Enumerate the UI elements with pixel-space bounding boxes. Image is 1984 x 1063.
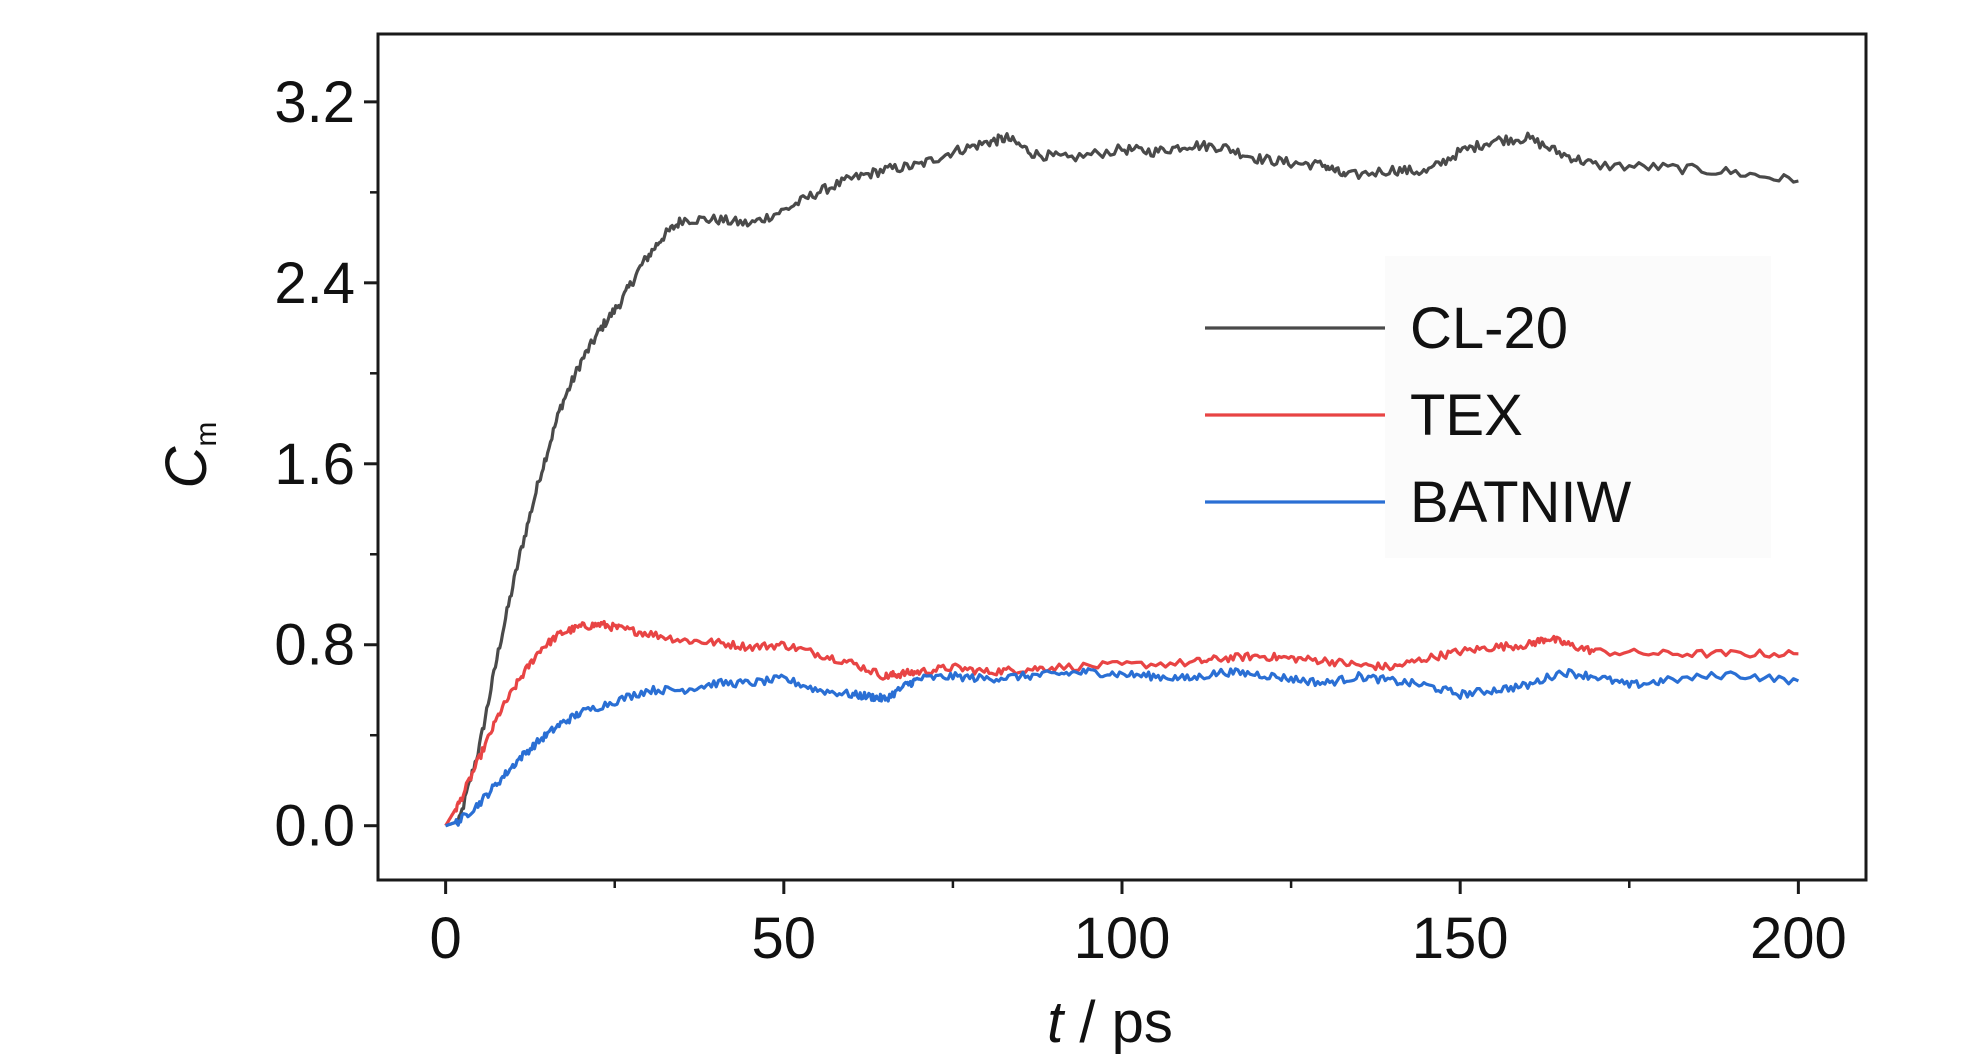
x-tick-label: 150 <box>1412 906 1509 971</box>
y-tick-label: 3.2 <box>274 70 355 135</box>
y-axis-title-group: Cm <box>154 422 223 489</box>
y-tick-label: 0.0 <box>274 794 355 859</box>
series-line-batniw <box>445 667 1800 828</box>
legend: CL-20 TEX BATNIW <box>1205 296 1631 535</box>
legend-label: TEX <box>1410 383 1523 448</box>
y-axis-ticks: 0.0 0.8 1.6 2.4 3.2 <box>274 70 378 859</box>
series-line-cl-20 <box>445 131 1799 828</box>
x-tick-label: 50 <box>752 906 817 971</box>
y-tick-label: 1.6 <box>274 432 355 497</box>
y-tick-label: 2.4 <box>274 251 355 316</box>
x-axis-title: t / ps <box>1047 990 1173 1055</box>
x-tick-label: 200 <box>1750 906 1847 971</box>
y-tick-label: 0.8 <box>274 613 355 678</box>
legend-label: CL-20 <box>1410 296 1568 361</box>
x-tick-label: 100 <box>1074 906 1171 971</box>
x-axis-ticks: 0 50 100 150 200 <box>430 880 1847 971</box>
series-line-tex <box>444 619 1799 827</box>
series-layer <box>444 131 1800 828</box>
x-tick-label: 0 <box>430 906 462 971</box>
y-axis-title: Cm <box>154 422 223 489</box>
legend-label: BATNIW <box>1410 470 1631 535</box>
legend-box <box>1385 256 1771 558</box>
